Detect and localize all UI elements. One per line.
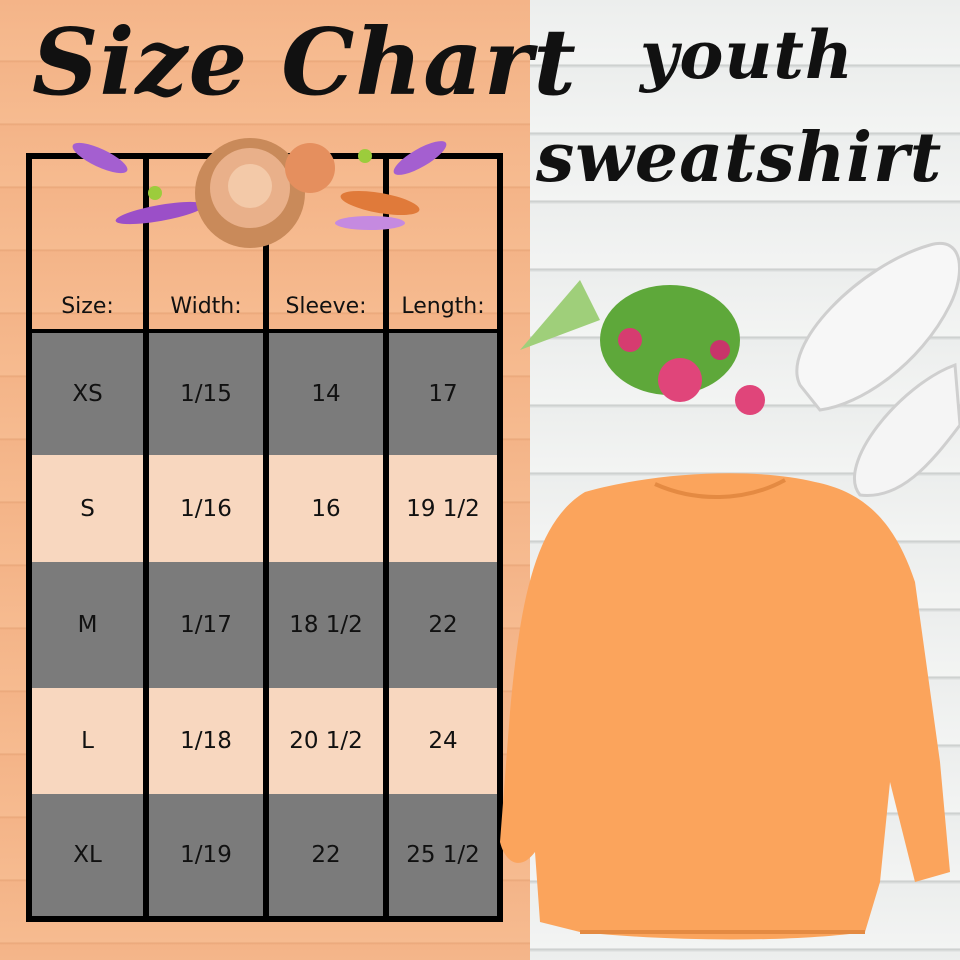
flower-bouquet-icon bbox=[520, 280, 765, 415]
cell-sleeve: 16 bbox=[269, 455, 383, 562]
floral-decoration bbox=[72, 138, 447, 248]
cell-length: 22 bbox=[389, 562, 497, 688]
cell-size: XL bbox=[32, 794, 143, 916]
cell-length: 24 bbox=[389, 688, 497, 794]
sneakers-icon bbox=[795, 241, 960, 497]
cell-width: 1/15 bbox=[149, 333, 263, 455]
header-width: Width: bbox=[170, 294, 242, 319]
column-divider bbox=[497, 153, 503, 922]
orange-sweatshirt-image bbox=[500, 473, 950, 940]
berry-icon bbox=[148, 186, 162, 200]
table-row: L 1/18 20 1/2 24 bbox=[26, 688, 503, 794]
table-row: M 1/17 18 1/2 22 bbox=[26, 562, 503, 688]
cell-sleeve: 22 bbox=[269, 794, 383, 916]
table-row: XS 1/15 14 17 bbox=[26, 333, 503, 455]
cell-width: 1/18 bbox=[149, 688, 263, 794]
cell-sleeve: 14 bbox=[269, 333, 383, 455]
cell-size: XS bbox=[32, 333, 143, 455]
table-row: S 1/16 16 19 1/2 bbox=[26, 455, 503, 562]
cell-size: M bbox=[32, 562, 143, 688]
cell-sleeve: 20 1/2 bbox=[269, 688, 383, 794]
cell-sleeve: 18 1/2 bbox=[269, 562, 383, 688]
leaf-icon bbox=[72, 141, 447, 230]
header-sleeve: Sleeve: bbox=[285, 294, 367, 319]
cell-width: 1/19 bbox=[149, 794, 263, 916]
column-divider bbox=[383, 153, 389, 922]
header-size: Size: bbox=[61, 294, 114, 319]
berry-icon bbox=[358, 149, 372, 163]
header-length: Length: bbox=[401, 294, 485, 319]
succulent-flower-icon bbox=[195, 138, 335, 248]
table-header-row: Size: Width: Sleeve: Length: bbox=[26, 153, 503, 331]
cell-size: S bbox=[32, 455, 143, 562]
cell-width: 1/16 bbox=[149, 455, 263, 562]
cell-size: L bbox=[32, 688, 143, 794]
column-divider bbox=[263, 153, 269, 922]
size-table: Size: Width: Sleeve: Length: XS 1/15 14 17 S… bbox=[26, 153, 503, 922]
column-divider bbox=[143, 153, 149, 922]
cell-width: 1/17 bbox=[149, 562, 263, 688]
subtitle-youth: youth bbox=[640, 16, 854, 94]
cell-length: 17 bbox=[389, 333, 497, 455]
column-divider bbox=[26, 153, 32, 922]
subtitle-sweatshirt: sweatshirt bbox=[536, 118, 943, 198]
page-title: Size Chart bbox=[32, 8, 577, 116]
table-row: XL 1/19 22 25 1/2 bbox=[26, 794, 503, 916]
cell-length: 25 1/2 bbox=[389, 794, 497, 916]
cell-length: 19 1/2 bbox=[389, 455, 497, 562]
